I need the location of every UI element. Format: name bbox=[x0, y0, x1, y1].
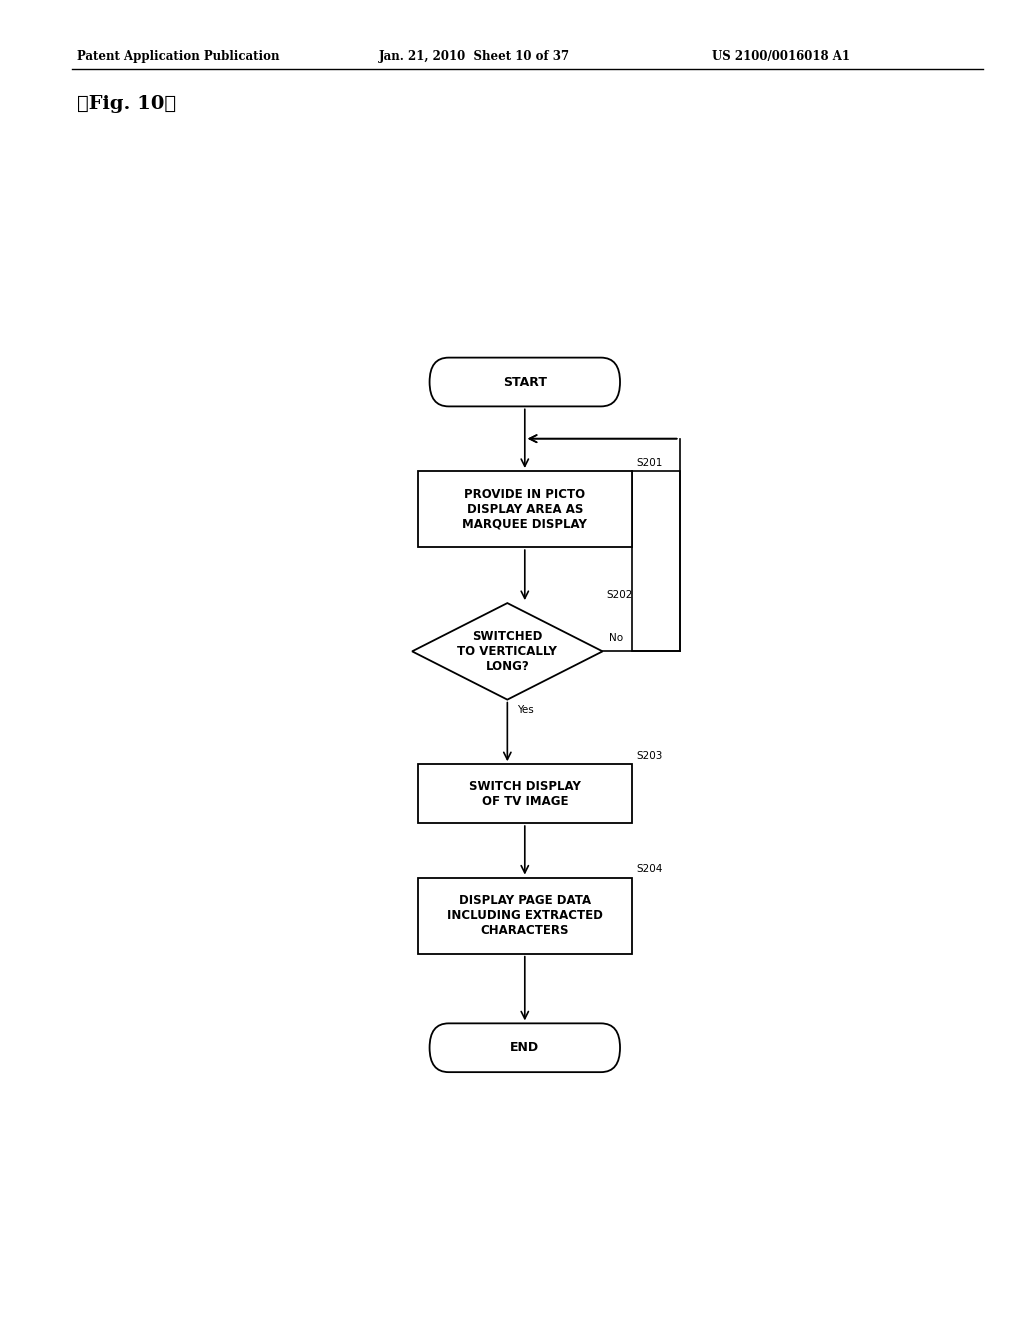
Bar bbox=[418, 764, 632, 824]
Bar bbox=[418, 878, 632, 954]
Text: START: START bbox=[503, 375, 547, 388]
Text: SWITCH DISPLAY
OF TV IMAGE: SWITCH DISPLAY OF TV IMAGE bbox=[469, 780, 581, 808]
FancyBboxPatch shape bbox=[430, 1023, 620, 1072]
Bar bbox=[632, 471, 680, 651]
Text: DISPLAY PAGE DATA
INCLUDING EXTRACTED
CHARACTERS: DISPLAY PAGE DATA INCLUDING EXTRACTED CH… bbox=[446, 894, 603, 937]
Bar bbox=[418, 471, 632, 548]
Text: SWITCHED
TO VERTICALLY
LONG?: SWITCHED TO VERTICALLY LONG? bbox=[458, 630, 557, 673]
Text: 【Fig. 10】: 【Fig. 10】 bbox=[77, 95, 176, 114]
Text: Jan. 21, 2010  Sheet 10 of 37: Jan. 21, 2010 Sheet 10 of 37 bbox=[379, 50, 570, 63]
FancyBboxPatch shape bbox=[430, 358, 620, 407]
Text: S201: S201 bbox=[636, 458, 663, 467]
Text: S202: S202 bbox=[606, 590, 633, 601]
Text: Yes: Yes bbox=[517, 705, 534, 714]
Text: PROVIDE IN PICTO
DISPLAY AREA AS
MARQUEE DISPLAY: PROVIDE IN PICTO DISPLAY AREA AS MARQUEE… bbox=[463, 487, 587, 531]
Polygon shape bbox=[412, 603, 602, 700]
Text: END: END bbox=[510, 1041, 540, 1055]
Text: US 2100/0016018 A1: US 2100/0016018 A1 bbox=[712, 50, 850, 63]
Text: S203: S203 bbox=[636, 751, 663, 762]
Text: S204: S204 bbox=[636, 865, 663, 874]
Text: Patent Application Publication: Patent Application Publication bbox=[77, 50, 280, 63]
Text: No: No bbox=[609, 634, 623, 643]
